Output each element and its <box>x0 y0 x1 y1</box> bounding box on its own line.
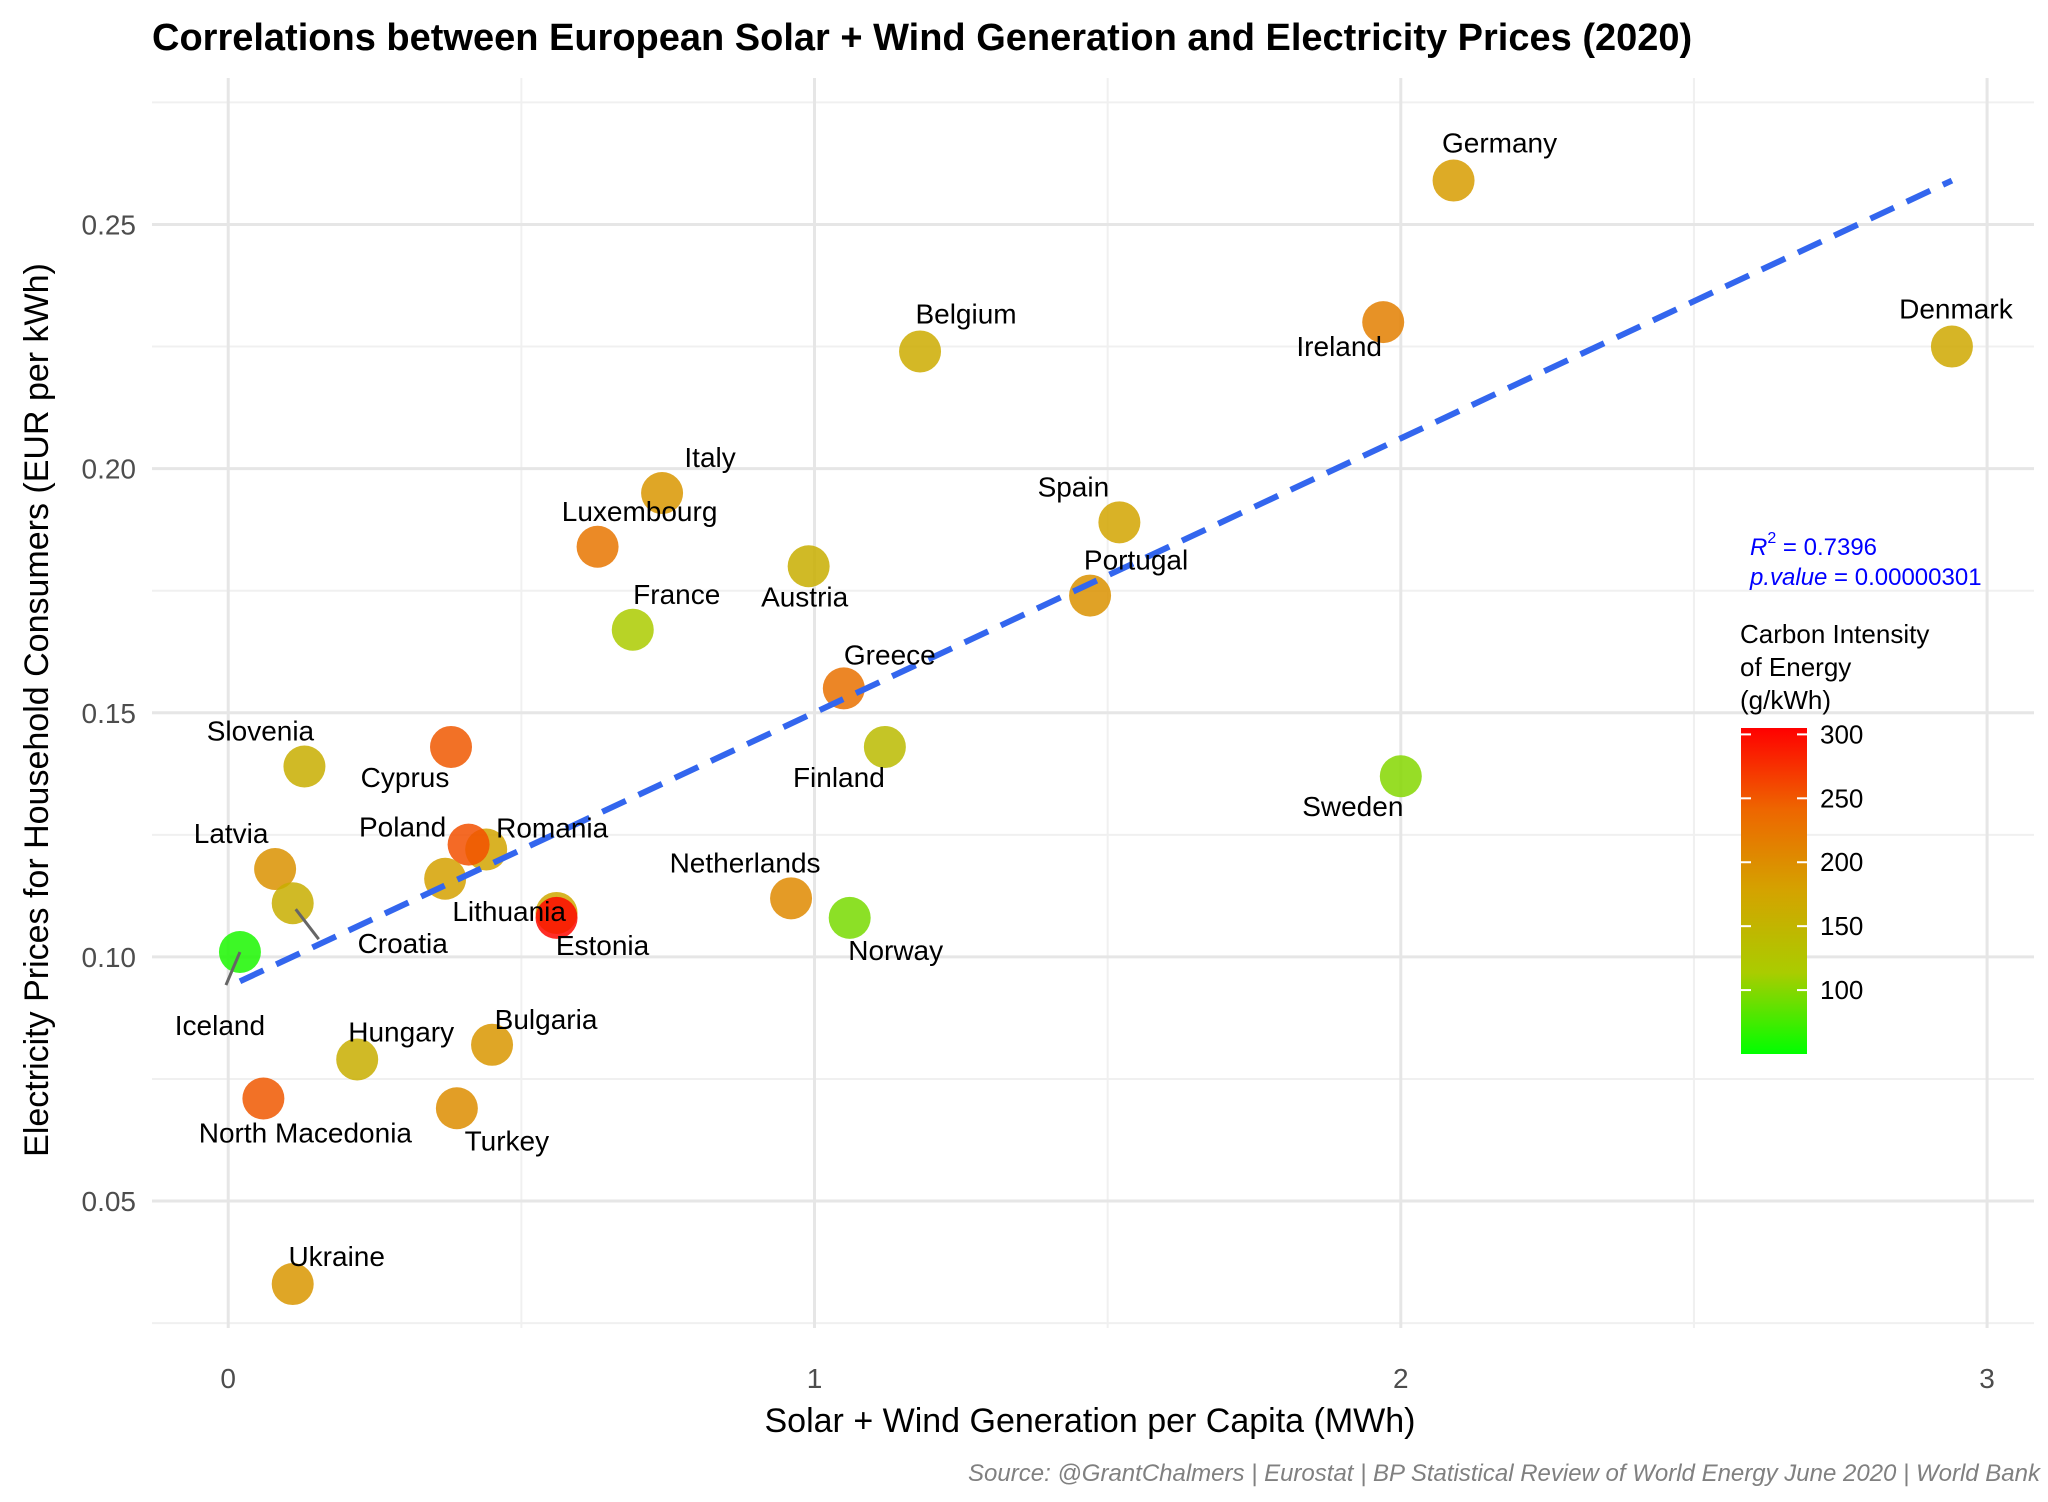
x-tick-label: 3 <box>1979 1363 1995 1394</box>
point-label: Belgium <box>915 298 1016 329</box>
point-label: Estonia <box>556 930 650 961</box>
point-label: Ukraine <box>288 1241 384 1272</box>
data-point <box>863 725 906 768</box>
chart-title: Correlations between European Solar + Wi… <box>152 17 1692 59</box>
trend-line <box>238 177 1954 985</box>
data-point <box>1362 301 1405 344</box>
legend-title-line-2: of Energy <box>1740 652 1851 682</box>
legend-tick-label: 200 <box>1820 847 1863 877</box>
y-tick-label: 0.15 <box>82 698 137 729</box>
svg-text:p.value = 0.00000301: p.value = 0.00000301 <box>1749 564 1982 591</box>
data-point <box>1432 159 1475 202</box>
p-value-value: = 0.00000301 <box>1827 564 1981 591</box>
data-point <box>254 848 297 891</box>
data-point <box>271 1263 314 1306</box>
legend-colorbar <box>1741 728 1807 1054</box>
data-point <box>899 330 942 373</box>
color-legend: Carbon Intensity of Energy (g/kWh) 100 15… <box>1740 619 1929 1054</box>
point-label: Sweden <box>1302 791 1403 822</box>
regression-stats: R2 = 0.7396 p.value = 0.00000301 <box>1749 530 1982 591</box>
data-point <box>430 725 473 768</box>
data-point <box>641 472 684 515</box>
legend-tick-label: 100 <box>1820 975 1863 1005</box>
y-tick-label: 0.20 <box>82 454 137 485</box>
point-label: Norway <box>848 935 943 966</box>
r2-symbol: R <box>1750 534 1767 561</box>
data-point <box>611 608 654 651</box>
data-point <box>828 896 871 939</box>
point-label: Iceland <box>175 1010 265 1041</box>
p-value-symbol: p.value <box>1749 564 1827 591</box>
data-point <box>471 1023 514 1066</box>
legend-title-line-1: Carbon Intensity <box>1740 619 1929 649</box>
y-axis-title: Electricity Prices for Household Consume… <box>18 263 56 1157</box>
point-label: Poland <box>359 812 446 843</box>
point-label: Latvia <box>194 818 269 849</box>
x-tick-label: 1 <box>807 1363 823 1394</box>
point-label: Slovenia <box>207 715 315 746</box>
point-label: Romania <box>496 812 608 843</box>
point-label: Netherlands <box>670 847 821 878</box>
leader-line-iceland <box>224 951 242 986</box>
point-label: Portugal <box>1084 545 1188 576</box>
legend-ticks: 100 150 200 250 300 <box>1741 719 1863 1005</box>
x-axis-ticks: 0 1 2 3 <box>220 1363 1994 1394</box>
data-point <box>822 667 865 710</box>
data-point <box>535 896 578 939</box>
point-label: Luxembourg <box>562 496 718 527</box>
data-point <box>770 877 813 920</box>
data-point <box>283 745 326 788</box>
point-label: Hungary <box>348 1016 454 1047</box>
point-label: Bulgaria <box>495 1004 598 1035</box>
point-label: Austria <box>761 581 849 612</box>
point-label: North Macedonia <box>199 1118 413 1149</box>
point-label: Cyprus <box>361 762 450 793</box>
leader-line-croatia <box>294 908 320 941</box>
data-point <box>1379 755 1422 798</box>
point-label: Italy <box>684 442 735 473</box>
data-point <box>1098 501 1141 544</box>
point-label: Denmark <box>1899 294 2014 325</box>
svg-text:R2 = 0.7396: R2 = 0.7396 <box>1750 530 1877 561</box>
data-points <box>218 159 1973 1306</box>
r2-value: = 0.7396 <box>1776 534 1877 561</box>
y-tick-label: 0.05 <box>82 1186 137 1217</box>
point-label: Germany <box>1442 128 1557 159</box>
data-point <box>271 882 314 925</box>
y-tick-label: 0.25 <box>82 209 137 240</box>
point-label: Ireland <box>1296 331 1382 362</box>
point-label: Finland <box>793 762 885 793</box>
x-tick-label: 2 <box>1393 1363 1409 1394</box>
point-label: Spain <box>1038 471 1110 502</box>
data-point <box>242 1077 285 1120</box>
data-point <box>435 1087 478 1130</box>
data-point <box>447 823 490 866</box>
point-label: Croatia <box>358 928 449 959</box>
data-point <box>1069 574 1112 617</box>
data-point <box>1930 325 1973 368</box>
r2-superscript: 2 <box>1767 530 1776 547</box>
trend-line-group <box>238 177 1954 985</box>
point-label: Greece <box>844 639 936 670</box>
x-tick-label: 0 <box>220 1363 236 1394</box>
label-leader-lines <box>224 908 320 986</box>
y-axis-ticks: 0.05 0.10 0.15 0.20 0.25 <box>82 209 137 1217</box>
legend-tick-label: 150 <box>1820 911 1863 941</box>
legend-tick-label: 250 <box>1820 783 1863 813</box>
y-tick-label: 0.10 <box>82 942 137 973</box>
point-label: Turkey <box>465 1125 550 1156</box>
point-label: Lithuania <box>452 896 566 927</box>
point-label: France <box>633 579 720 610</box>
caption: Source: @GrantChalmers | Eurostat | BP S… <box>968 1460 2042 1487</box>
data-point <box>787 545 830 588</box>
data-point <box>336 1038 379 1081</box>
legend-title-line-3: (g/kWh) <box>1740 685 1831 715</box>
legend-tick-label: 300 <box>1820 719 1863 749</box>
data-point <box>576 525 619 568</box>
point-labels: Germany Denmark Ireland Belgium Italy Spain Lu… <box>175 128 2014 1273</box>
x-axis-title: Solar + Wind Generation per Capita (MWh) <box>765 1402 1416 1440</box>
